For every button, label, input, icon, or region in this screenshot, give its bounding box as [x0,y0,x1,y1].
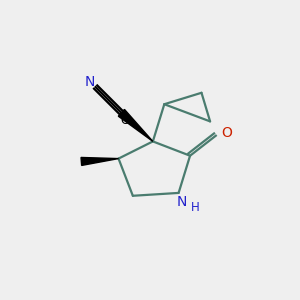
Text: H: H [190,201,199,214]
Text: C: C [121,114,129,127]
Text: N: N [84,75,94,89]
Text: O: O [221,126,232,140]
Text: N: N [177,195,187,209]
Polygon shape [81,158,118,165]
Polygon shape [118,110,153,141]
